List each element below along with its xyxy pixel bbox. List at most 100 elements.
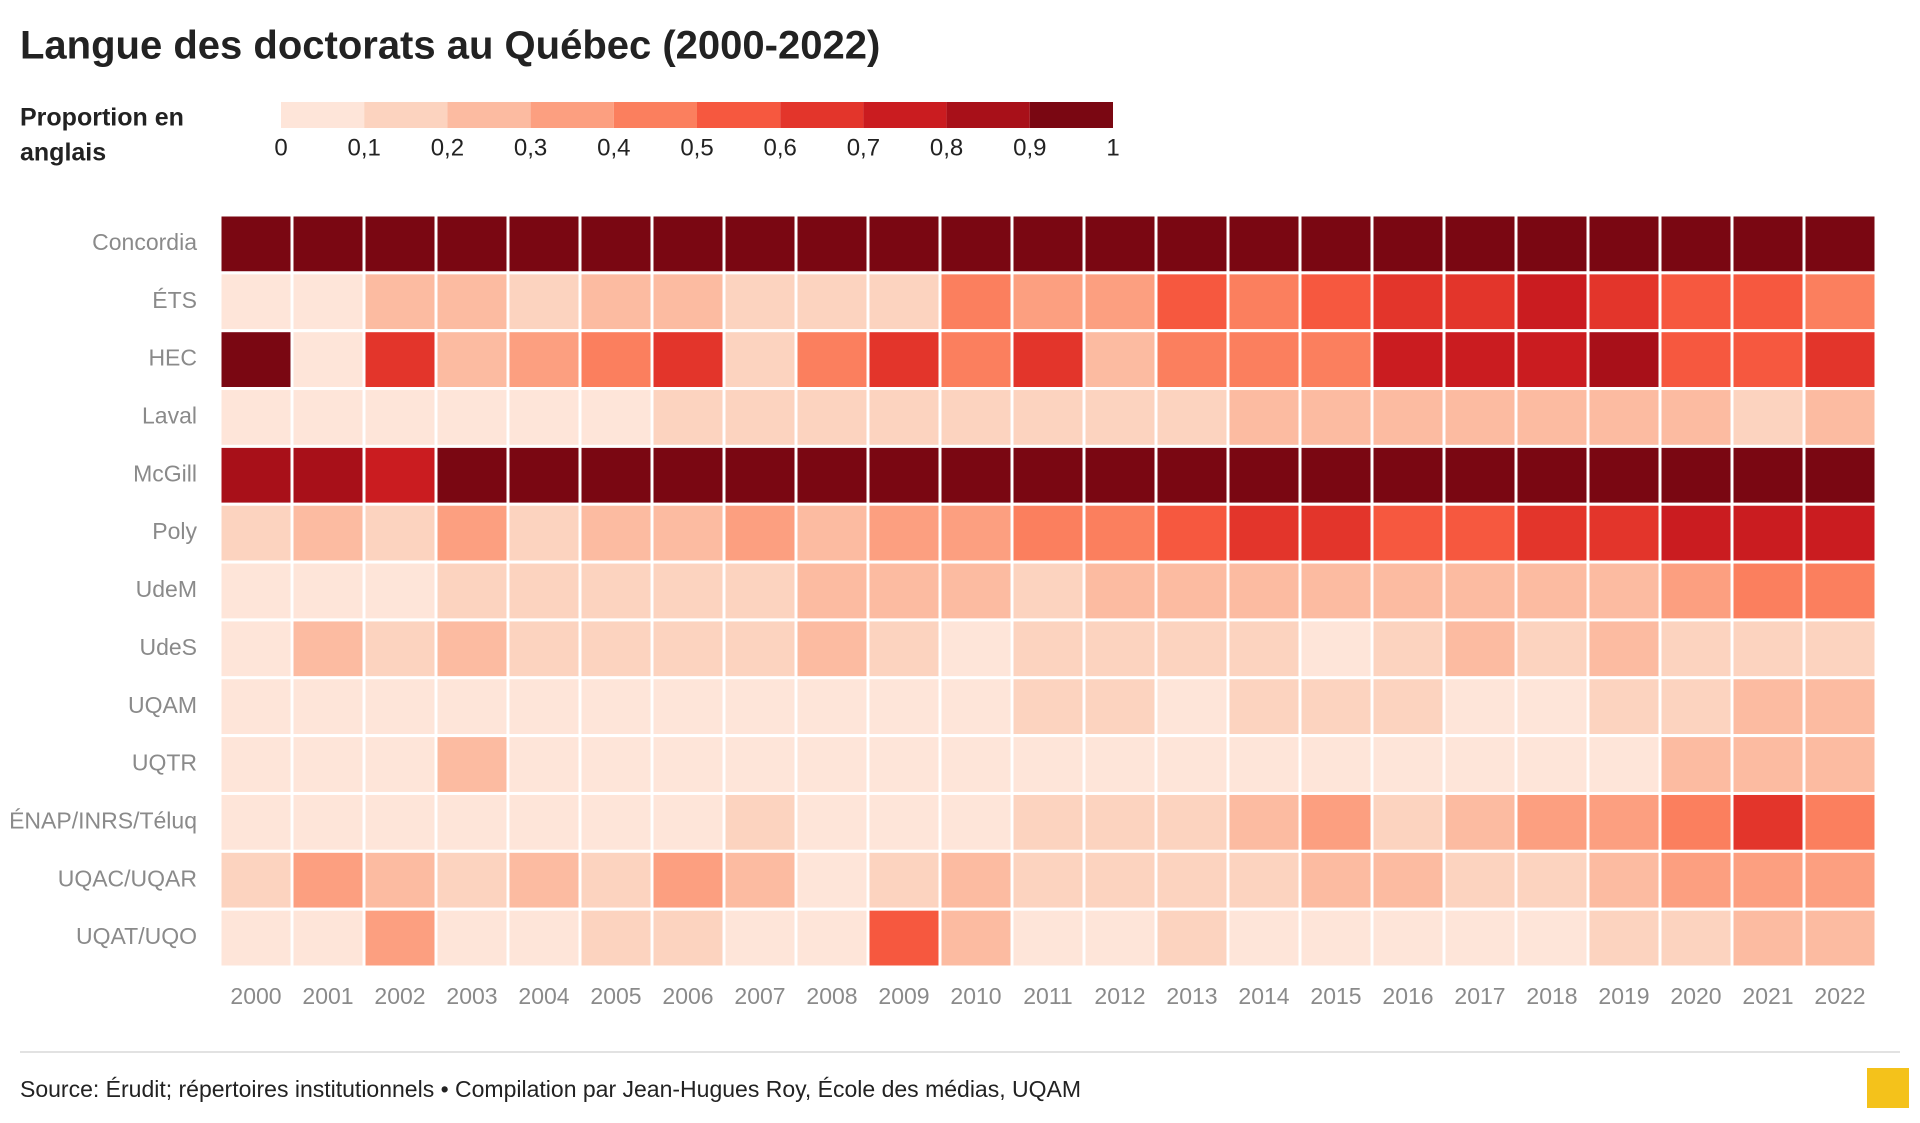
heat-cell	[1658, 213, 1734, 275]
heat-cell	[1730, 271, 1806, 333]
heat-cell	[506, 618, 582, 680]
heat-cell	[1082, 502, 1158, 564]
heat-cell	[578, 734, 654, 795]
heat-cell	[218, 329, 294, 391]
heat-cell	[578, 329, 654, 391]
heat-cell	[290, 676, 366, 738]
heat-cell	[506, 444, 582, 506]
heat-cell	[362, 618, 438, 680]
heat-cell	[362, 387, 438, 448]
heat-cell	[506, 907, 582, 969]
col-label: 2018	[1526, 983, 1577, 1009]
heat-cell	[506, 734, 582, 795]
heat-cell	[578, 387, 654, 448]
row-label: Concordia	[92, 229, 197, 255]
heat-cell	[506, 271, 582, 333]
heat-cell	[1370, 444, 1446, 506]
heat-cell	[938, 560, 1014, 622]
heat-cell	[722, 791, 798, 853]
legend-tick-label: 0,2	[431, 134, 464, 161]
heat-cell	[578, 502, 654, 564]
heat-cell	[1514, 560, 1590, 622]
col-label: 2014	[1238, 983, 1289, 1009]
heat-cell	[1370, 387, 1446, 448]
heat-cell	[650, 734, 726, 795]
heat-cell	[506, 791, 582, 853]
heat-cell	[362, 560, 438, 622]
heat-cell	[1010, 502, 1086, 564]
heat-cell	[1514, 444, 1590, 506]
heat-cell	[362, 849, 438, 911]
heat-cell	[1370, 849, 1446, 911]
col-label: 2010	[950, 983, 1001, 1009]
heat-cell	[1010, 618, 1086, 680]
heat-cell	[866, 560, 942, 622]
heat-cell	[1730, 734, 1806, 795]
heat-cell	[650, 676, 726, 738]
heat-cell	[650, 849, 726, 911]
heat-cell	[1730, 791, 1806, 853]
heat-cell	[1802, 560, 1878, 622]
heat-cell	[434, 444, 510, 506]
heat-cell	[794, 271, 870, 333]
heat-cell	[794, 791, 870, 853]
heat-cell	[1658, 502, 1734, 564]
heat-cell	[1586, 560, 1662, 622]
col-label: 2016	[1382, 983, 1433, 1009]
heat-cell	[794, 387, 870, 448]
heat-cell	[1010, 849, 1086, 911]
heat-cell	[1298, 444, 1374, 506]
heat-cell	[938, 734, 1014, 795]
heat-cell	[1226, 907, 1302, 969]
heat-cell	[1658, 618, 1734, 680]
heat-cell	[1298, 271, 1374, 333]
heat-cell	[1730, 444, 1806, 506]
heat-cell	[218, 387, 294, 448]
heat-cell	[866, 907, 942, 969]
heat-cell	[1442, 213, 1518, 275]
heat-cell	[218, 213, 294, 275]
heat-cell	[866, 387, 942, 448]
heat-cell	[1298, 560, 1374, 622]
heat-cell	[1442, 560, 1518, 622]
heat-cell	[938, 387, 1014, 448]
heat-cell	[1802, 444, 1878, 506]
heat-cell	[290, 387, 366, 448]
heat-cell	[362, 734, 438, 795]
heat-cell	[1154, 271, 1230, 333]
heat-cell	[218, 791, 294, 853]
heat-cell	[1442, 618, 1518, 680]
heat-cell	[362, 329, 438, 391]
row-label: UdeS	[139, 634, 197, 660]
heat-cell	[1586, 213, 1662, 275]
heat-cell	[1514, 907, 1590, 969]
heat-cell	[1010, 676, 1086, 738]
row-label: ÉNAP/INRS/Téluq	[9, 807, 197, 833]
heat-cell	[1442, 271, 1518, 333]
heat-cell	[434, 676, 510, 738]
heat-cell	[1226, 560, 1302, 622]
heat-cell	[434, 213, 510, 275]
heat-cell	[1154, 213, 1230, 275]
heat-cell	[1298, 849, 1374, 911]
heat-cell	[866, 502, 942, 564]
heat-cell	[938, 791, 1014, 853]
heat-cell	[218, 849, 294, 911]
legend-swatch	[697, 102, 781, 128]
heat-cell	[578, 213, 654, 275]
heat-cell	[866, 444, 942, 506]
heat-cell	[506, 676, 582, 738]
heat-cell	[1298, 676, 1374, 738]
heat-cell	[1082, 329, 1158, 391]
heat-cell	[1514, 502, 1590, 564]
heat-cell	[1586, 329, 1662, 391]
heat-cell	[218, 618, 294, 680]
heat-cell	[1802, 676, 1878, 738]
col-label: 2022	[1814, 983, 1865, 1009]
heat-cell	[1586, 271, 1662, 333]
heat-cell	[1298, 734, 1374, 795]
heat-cell	[722, 849, 798, 911]
heat-cell	[1658, 849, 1734, 911]
col-label: 2012	[1094, 983, 1145, 1009]
